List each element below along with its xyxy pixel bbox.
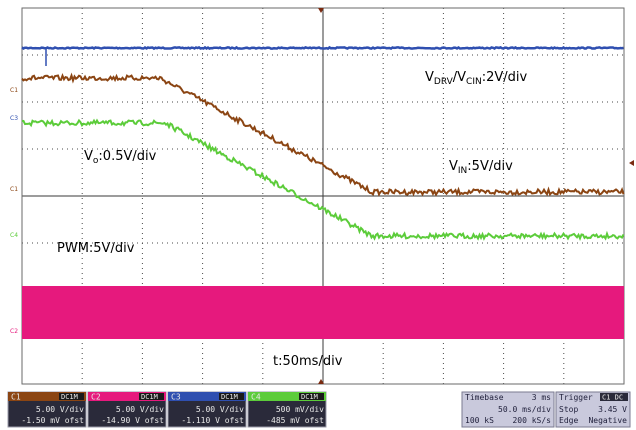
timebase-per-div: 50.0 ms/div [498, 405, 551, 414]
channel-marker-c1-top: C1 [10, 87, 18, 94]
volts-per-div: 5.00 V/div [36, 405, 84, 414]
trigger-channel: C1 DC [602, 394, 623, 402]
channel-panel-c3[interactable]: C3 DC1M 5.00 V/div -1.110 V ofst [167, 391, 247, 428]
coupling-mode: DC1M [61, 393, 78, 401]
channel-marker-c4: C4 [10, 232, 18, 239]
trigger-panel[interactable]: Trigger C1 DC Stop 3.45 V Edge Negative [555, 391, 631, 428]
sample-count: 100 kS [465, 416, 494, 425]
trigger-mode: Stop [559, 405, 578, 414]
pwm-trace [22, 286, 624, 339]
time-scale-label: t:50ms/div [273, 354, 343, 369]
trigger-position-marker [318, 379, 324, 384]
waveform-traces [21, 45, 625, 339]
offset-value: -1.110 V ofst [181, 416, 244, 425]
channel-marker-c1: C1 [10, 186, 18, 193]
trigger-level-marker [629, 160, 634, 166]
vin-scale-label: VIN:5V/div [449, 159, 513, 176]
channel-id: C1 [11, 393, 21, 402]
timebase-delay: 3 ms [532, 393, 551, 402]
trigger-label: Trigger [559, 393, 593, 402]
sample-rate: 200 kS/s [512, 416, 551, 425]
trigger-type: Edge [559, 416, 578, 425]
channel-info-panels: C1 DC1M 5.00 V/div -1.50 mV ofst C2 DC1M… [7, 391, 327, 428]
coupling-mode: DC1M [301, 393, 318, 401]
timebase-panel[interactable]: Timebase 3 ms 50.0 ms/div 100 kS 200 kS/… [461, 391, 555, 428]
channel-id: C2 [91, 393, 101, 402]
annotations: VDRV/VCIN:2V/div Vo:0.5V/div VIN:5V/div … [57, 70, 528, 369]
channel-marker-c3: C3 [10, 115, 18, 122]
channel-panel-c2[interactable]: C2 DC1M 5.00 V/div -14.90 V ofst [87, 391, 167, 428]
channel-panel-c1[interactable]: C1 DC1M 5.00 V/div -1.50 mV ofst [7, 391, 87, 428]
channel-id: C3 [171, 393, 181, 402]
coupling-mode: DC1M [221, 393, 238, 401]
volts-per-div: 5.00 V/div [116, 405, 164, 414]
vdrv-vcin-scale-label: VDRV/VCIN:2V/div [425, 70, 528, 87]
offset-value: -1.50 mV ofst [21, 416, 84, 425]
channel-id: C4 [251, 393, 261, 402]
trigger-slope: Negative [588, 416, 627, 425]
pwm-scale-label: PWM:5V/div [57, 241, 135, 256]
coupling-mode: DC1M [141, 393, 158, 401]
offset-value: -485 mV ofst [266, 416, 324, 425]
volts-per-div: 5.00 V/div [196, 405, 244, 414]
trigger-top-marker [318, 8, 324, 13]
ch1-vdrv-trace [21, 72, 625, 197]
trigger-level: 3.45 V [598, 405, 627, 414]
channel-marker-c2: C2 [10, 328, 18, 335]
volts-per-div: 500 mV/div [276, 405, 324, 414]
ch3-trace [21, 45, 624, 51]
ch4-vo-trace [21, 118, 625, 242]
channel-markers: C1 C3 C1 C4 C2 [10, 8, 634, 384]
channel-panel-c4[interactable]: C4 DC1M 500 mV/div -485 mV ofst [247, 391, 327, 428]
offset-value: -14.90 V ofst [101, 416, 164, 425]
timebase-label: Timebase [465, 393, 504, 402]
vo-scale-label: Vo:0.5V/div [84, 149, 157, 166]
